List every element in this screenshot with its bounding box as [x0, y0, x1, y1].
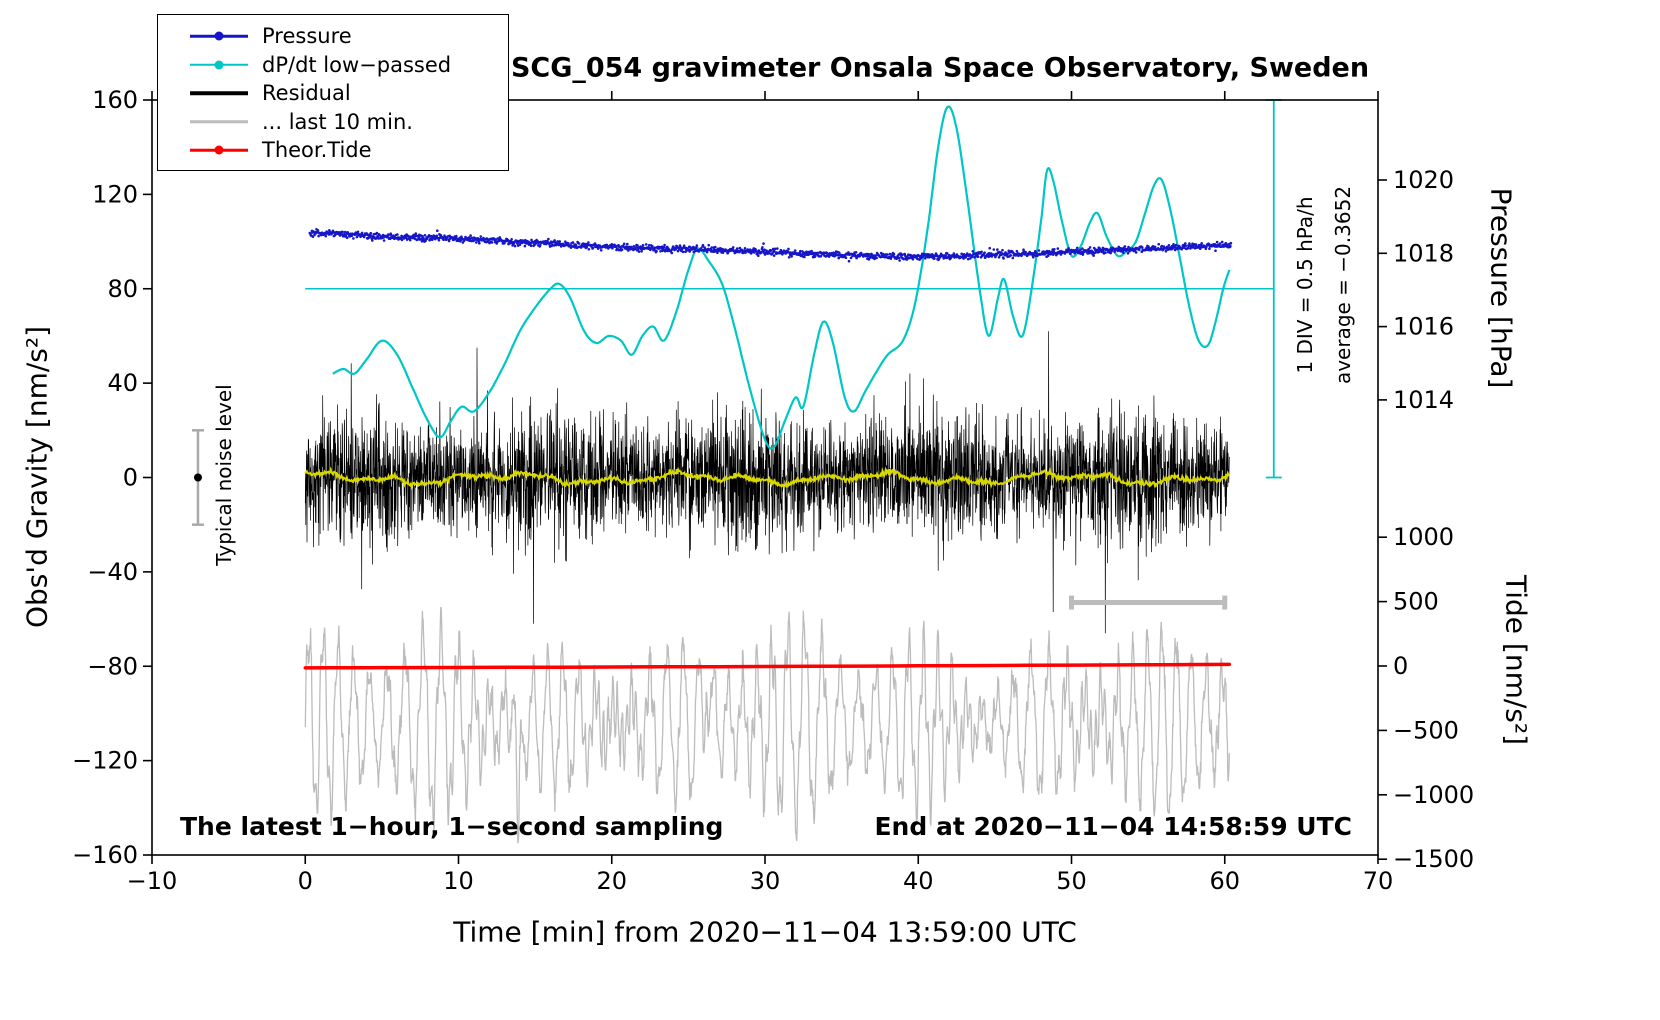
series-last-10-min [304, 606, 1230, 844]
gravity-axis-label: Obs'd Gravity [nm/s²] [20, 325, 54, 629]
average-annotation: average = −0.3652 [1331, 185, 1355, 385]
legend-item-2: Residual [158, 79, 508, 108]
legend-item-label: Theor.Tide [262, 138, 372, 163]
series-dpdt-lowpassed [332, 105, 1231, 450]
legend-line-sample [190, 58, 248, 72]
legend-item-label: Pressure [262, 24, 352, 49]
legend-marker-dot [214, 31, 224, 41]
legend-item-0: Pressure [158, 22, 508, 51]
legend-line-sample [190, 143, 248, 157]
chart-title: SCG_054 gravimeter Onsala Space Observat… [510, 52, 1370, 84]
series-theor-tide [303, 662, 1232, 670]
tick-label: 1014 [1393, 386, 1454, 414]
tick-label: −1000 [1393, 781, 1474, 809]
noise-level-dot [193, 473, 202, 482]
tick-label: 1018 [1393, 239, 1454, 267]
tick-label: 20 [596, 867, 627, 895]
tick-label: 80 [107, 275, 138, 303]
legend-item-3: ... last 10 min. [158, 108, 508, 137]
tick-label: 0 [298, 867, 313, 895]
legend: Pressure dP/dt low−passed Residual ... last… [157, 14, 509, 171]
sampling-note: The latest 1−hour, 1−second sampling [180, 812, 724, 841]
tick-label: 160 [92, 86, 138, 114]
legend-marker-dot [214, 60, 224, 70]
tick-label: 60 [1209, 867, 1240, 895]
legend-line-sample [190, 115, 248, 129]
tick-label: 10 [443, 867, 474, 895]
tick-label: 1016 [1393, 313, 1454, 341]
legend-marker-dot [214, 145, 224, 155]
tick-label: 1000 [1393, 523, 1454, 551]
series-residual-lowpassed [304, 466, 1230, 491]
tick-label: 40 [107, 369, 138, 397]
tick-label: 50 [1056, 867, 1087, 895]
tick-label: −40 [87, 558, 138, 586]
div-scale-annotation: 1 DIV = 0.5 hPa/h [1293, 196, 1317, 374]
legend-item-1: dP/dt low−passed [158, 51, 508, 80]
legend-line-sample [190, 29, 248, 43]
tick-label: 40 [903, 867, 934, 895]
tick-label: −500 [1393, 716, 1459, 744]
tick-label: 120 [92, 180, 138, 208]
legend-item-4: Theor.Tide [158, 136, 508, 165]
tick-label: 70 [1363, 867, 1394, 895]
tick-label: 500 [1393, 588, 1439, 616]
legend-item-label: Residual [262, 81, 351, 106]
tick-label: 1020 [1393, 166, 1454, 194]
legend-item-label: ... last 10 min. [262, 109, 413, 134]
tick-label: −10 [127, 867, 178, 895]
tick-label: 0 [123, 464, 138, 492]
series-pressure [308, 228, 1233, 263]
noise-level-label: Typical noise level [212, 384, 236, 566]
tick-label: 30 [750, 867, 781, 895]
tick-label: −80 [87, 652, 138, 680]
legend-line-sample [190, 86, 248, 100]
end-time-note: End at 2020−11−04 14:58:59 UTC [874, 812, 1352, 841]
pressure-axis-label: Pressure [hPa] [1484, 187, 1518, 389]
x-axis-label: Time [min] from 2020−11−04 13:59:00 UTC [453, 915, 1077, 949]
tick-label: 0 [1393, 652, 1408, 680]
series-residual [304, 331, 1230, 634]
tick-label: −160 [72, 841, 138, 869]
legend-item-label: dP/dt low−passed [262, 52, 452, 77]
tick-label: −120 [72, 747, 138, 775]
tide-axis-label: Tide [nm/s²] [1499, 574, 1533, 746]
tick-label: −1500 [1393, 845, 1474, 873]
